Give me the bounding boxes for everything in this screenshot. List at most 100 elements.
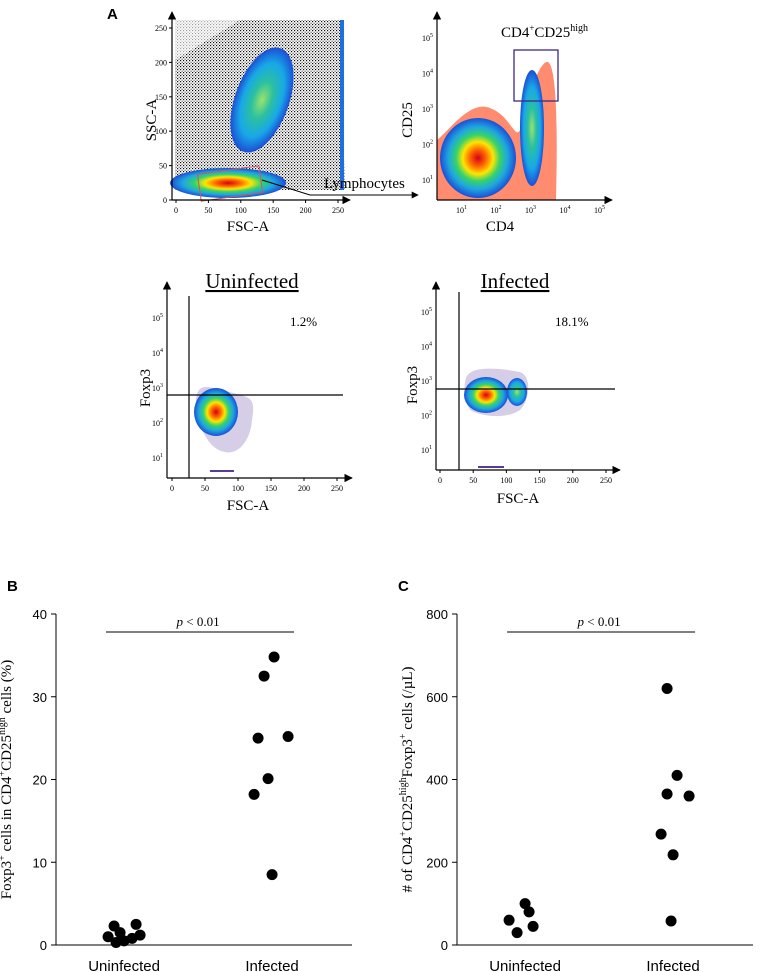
cd4-x-tick-label: 102 [491,205,502,215]
panel-b-y-tick-label: 30 [33,690,47,705]
panel-b-point-infected [268,651,280,663]
panel-b-chart: B 0 10 20 30 40 Uninfected Infected p < 0.01 Fox… [0,578,352,972]
infected-x-tick-label: 0 [438,476,442,485]
panel-b-point-uninfected [134,929,146,941]
infected-y-tick-label: 104 [421,342,432,352]
infected-title: Infected [481,269,550,293]
infected-foxp3-plot: Infected 18.1% 0 50 100 150 200 250 101 102 103… [405,269,621,507]
panel-c-y-tick-label: 600 [426,690,448,705]
gating-plot: 0 50 100 150 200 250 0 50 100 150 200 250 FSC-A SS… [144,11,351,235]
cd4-x-tick-label: 105 [594,205,605,215]
lymphocyte-gate [196,165,264,202]
panel-b-point-uninfected [130,918,142,930]
panel-c-point-infected [665,915,677,927]
panel-c-y-tick-label: 400 [426,773,448,788]
cd4-x-tick-label: 103 [525,205,536,215]
gating-y-tick-label: 0 [163,196,167,205]
infected-percent: 18.1% [555,314,589,329]
panel-c-point-uninfected [527,920,539,932]
panel-b-y-tick-label: 40 [33,607,47,622]
infected-x-tick-label: 200 [567,476,579,485]
gating-granulocyte-population [230,47,294,153]
panel-b-point-uninfected [102,931,114,943]
panel-b-point-uninfected [108,920,120,932]
cd25-y-label: CD25 [400,102,416,138]
panel-b-point-infected [282,730,294,742]
cd4-cd25-high-gate [513,49,559,102]
panel-c-chart: C 0 200 400 600 800 Uninfected Infected p < 0.0… [398,578,753,972]
uninfected-title: Uninfected [205,269,299,293]
infected-y-tick-label: 105 [421,307,432,317]
panel-c-point-uninfected [503,914,515,926]
infected-secondary-population [507,378,527,406]
panel-a-letter: A [107,6,118,23]
panel-c-point-infected [655,828,667,840]
infected-x-tick-label: 150 [534,476,546,485]
uninfected-x-tick-label: 100 [232,484,244,493]
lymphocytes-arrow [261,179,419,199]
panel-b-pvalue: p < 0.01 [176,614,220,629]
uninfected-x-tick-label: 50 [201,484,209,493]
gating-x-tick-label: 0 [174,206,178,215]
uninfected-y-tick-label: 102 [152,418,163,428]
panel-c-letter: C [398,578,409,595]
gating-x-tick-label: 150 [267,206,279,215]
panel-c-point-uninfected [511,927,523,939]
gating-x-label: FSC-A [227,219,270,235]
cd4-x-label: CD4 [486,219,515,235]
gating-y-tick-label: 250 [155,24,167,33]
panel-b-category-label: Infected [245,958,298,972]
uninfected-x-tick-label: 150 [265,484,277,493]
panel-c-point-infected [683,790,695,802]
panel-c-y-tick-label: 0 [441,938,448,953]
panel-b-y-label: Foxp3+ cells in CD4+CD25high cells (%) [0,660,15,899]
panel-c-point-uninfected [523,906,535,918]
panel-b-point-infected [248,788,260,800]
uninfected-x-tick-label: 200 [298,484,310,493]
cd25-y-tick-label: 104 [422,69,433,79]
panel-b-point-infected [266,869,278,881]
uninfected-population [194,388,238,436]
cd4-x-tick-label: 101 [456,205,467,215]
gating-x-tick-label: 250 [332,206,344,215]
cd4-positive-population [520,70,544,186]
panel-b-category-label: Uninfected [88,958,160,972]
panel-b-y-tick-label: 20 [33,773,47,788]
panel-c-point-infected [661,682,673,694]
panel-b-point-infected [252,732,264,744]
cd25-y-tick-label: 105 [422,33,433,43]
panel-b-y-tick-label: 0 [40,938,47,953]
uninfected-y-tick-label: 104 [152,348,163,358]
panel-b-point-infected [262,773,274,785]
infected-population [464,377,508,413]
panel-c-point-infected [661,788,673,800]
gating-y-label: SSC-A [144,99,160,142]
gating-y-tick-label: 50 [159,162,167,171]
uninfected-x-label: FSC-A [227,498,270,514]
gating-y-tick-label: 150 [155,93,167,102]
lymphocytes-label: Lymphocytes [324,176,405,192]
panel-c-y-label: # of CD4+CD25highFoxp3+ cells (/µL) [398,666,416,892]
uninfected-x-tick-label: 250 [331,484,343,493]
panel-c-category-label: Infected [646,958,699,972]
cd25-y-tick-label: 101 [422,175,433,185]
panel-c-point-uninfected [519,898,531,910]
cd25-y-tick-label: 102 [422,140,433,150]
cd4-negative-population [440,118,516,198]
panel-c-y-tick-label: 800 [426,607,448,622]
infected-y-tick-label: 102 [421,411,432,421]
panel-c-category-label: Uninfected [489,958,561,972]
cd4-cd25-high-label: CD4+CD25high [501,23,588,41]
cd25-y-tick-label: 103 [422,104,433,114]
uninfected-y-tick-label: 101 [152,453,163,463]
uninfected-foxp3-plot: Uninfected 1.2% 0 50 100 150 200 250 101 102 10… [138,269,353,514]
gating-x-tick-label: 200 [300,206,312,215]
uninfected-x-tick-label: 0 [170,484,174,493]
panel-c-pvalue: p < 0.01 [577,614,621,629]
gating-y-tick-label: 100 [155,127,167,136]
gating-y-tick-label: 200 [155,58,167,67]
panel-b-point-infected [258,670,270,682]
infected-x-tick-label: 100 [500,476,512,485]
panel-c-point-infected [671,769,683,781]
